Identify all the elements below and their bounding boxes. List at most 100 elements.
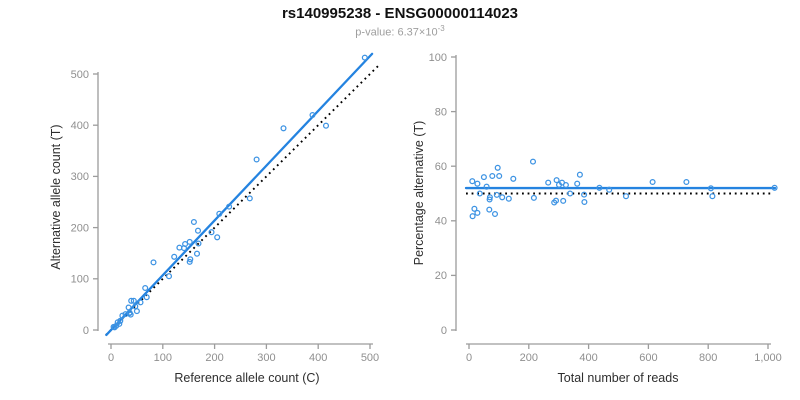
- data-point: [111, 324, 118, 331]
- data-point: [194, 227, 202, 234]
- data-point: [119, 312, 126, 319]
- data-point: [476, 190, 483, 197]
- data-point: [143, 294, 150, 301]
- data-point: [567, 190, 574, 197]
- data-point: [581, 191, 588, 198]
- data-point: [553, 177, 560, 184]
- data-point: [187, 256, 194, 263]
- x-tick-label: 1,000: [754, 352, 782, 364]
- y-tick-label: 400: [71, 120, 89, 132]
- plot-subtitle: p-value: 6.37×10-3: [0, 24, 800, 39]
- plot-title: rs140995238 - ENSG00000114023: [281, 5, 519, 22]
- data-point: [469, 178, 476, 185]
- data-point: [494, 164, 501, 171]
- data-point: [491, 210, 499, 218]
- data-point: [486, 206, 493, 213]
- data-point: [596, 184, 603, 191]
- x-tick-label: 0: [466, 352, 472, 364]
- data-point: [606, 186, 613, 193]
- data-point: [496, 172, 503, 180]
- data-point: [130, 297, 137, 304]
- data-point: [137, 299, 144, 306]
- data-point: [208, 229, 215, 236]
- data-point: [125, 304, 132, 311]
- left-plot-ylabel: Alternative allele count (T): [49, 124, 63, 270]
- y-tick-label: 300: [71, 171, 89, 183]
- data-point: [486, 196, 493, 203]
- x-tick-label: 500: [361, 352, 379, 364]
- data-point: [165, 273, 173, 280]
- data-point: [214, 234, 221, 241]
- data-point: [182, 240, 189, 248]
- right-plot-ylabel: Percentage alternative (T): [412, 120, 426, 266]
- data-point: [126, 310, 133, 317]
- data-point: [622, 193, 630, 200]
- right-plot-xlabel: Total number of reads: [557, 371, 679, 385]
- x-tick-label: 200: [520, 352, 538, 364]
- x-tick-label: 800: [699, 352, 717, 364]
- pvalue-text: p-value: 6.37×10: [355, 26, 438, 39]
- data-point: [530, 194, 537, 201]
- data-point: [171, 253, 178, 260]
- data-point: [493, 191, 500, 198]
- pvalue-exponent: -3: [437, 24, 445, 33]
- data-point: [309, 111, 316, 119]
- data-point: [581, 198, 588, 206]
- data-point: [142, 284, 149, 292]
- data-point: [489, 172, 496, 180]
- x-tick-label: 0: [108, 352, 114, 364]
- x-tick-label: 200: [205, 352, 223, 364]
- data-point: [529, 158, 537, 165]
- data-point: [280, 125, 287, 132]
- data-point: [195, 240, 202, 247]
- left-plot-xlabel: Reference allele count (C): [174, 371, 320, 385]
- data-point: [186, 238, 193, 245]
- data-point: [560, 197, 567, 204]
- y-tick-label: 0: [83, 325, 89, 337]
- x-tick-label: 300: [257, 352, 275, 364]
- data-point: [469, 213, 476, 220]
- data-point: [683, 178, 690, 186]
- data-point: [709, 193, 716, 200]
- data-point: [499, 194, 506, 201]
- y-tick-label: 100: [429, 52, 447, 64]
- data-point: [771, 184, 778, 191]
- data-point: [186, 258, 193, 265]
- data-point: [253, 156, 260, 163]
- data-point: [246, 195, 253, 202]
- y-tick-label: 0: [441, 325, 447, 337]
- data-point: [361, 54, 368, 61]
- data-point: [486, 194, 493, 201]
- data-point: [471, 205, 478, 212]
- fit-line: [105, 52, 374, 337]
- data-point: [193, 250, 201, 257]
- x-tick-label: 100: [154, 352, 172, 364]
- data-point: [216, 210, 223, 217]
- identity-dotted-line: [105, 65, 379, 336]
- data-point: [576, 171, 583, 178]
- data-point: [474, 209, 481, 216]
- data-point: [117, 317, 124, 324]
- data-point: [505, 195, 512, 202]
- data-point: [132, 303, 139, 310]
- y-tick-label: 500: [71, 69, 89, 81]
- data-point: [574, 180, 581, 187]
- data-point: [150, 259, 157, 266]
- data-point: [480, 174, 487, 181]
- y-tick-label: 80: [435, 106, 447, 118]
- y-tick-label: 20: [435, 270, 447, 282]
- x-tick-label: 400: [309, 352, 327, 364]
- data-point: [510, 175, 517, 182]
- data-point: [649, 178, 656, 186]
- y-tick-label: 60: [435, 161, 447, 173]
- x-tick-label: 600: [639, 352, 657, 364]
- y-tick-label: 40: [435, 216, 447, 228]
- data-point: [128, 297, 135, 304]
- data-point: [562, 181, 569, 189]
- data-point: [116, 320, 123, 327]
- data-point: [474, 180, 481, 187]
- data-point: [552, 197, 560, 204]
- data-point: [545, 179, 552, 186]
